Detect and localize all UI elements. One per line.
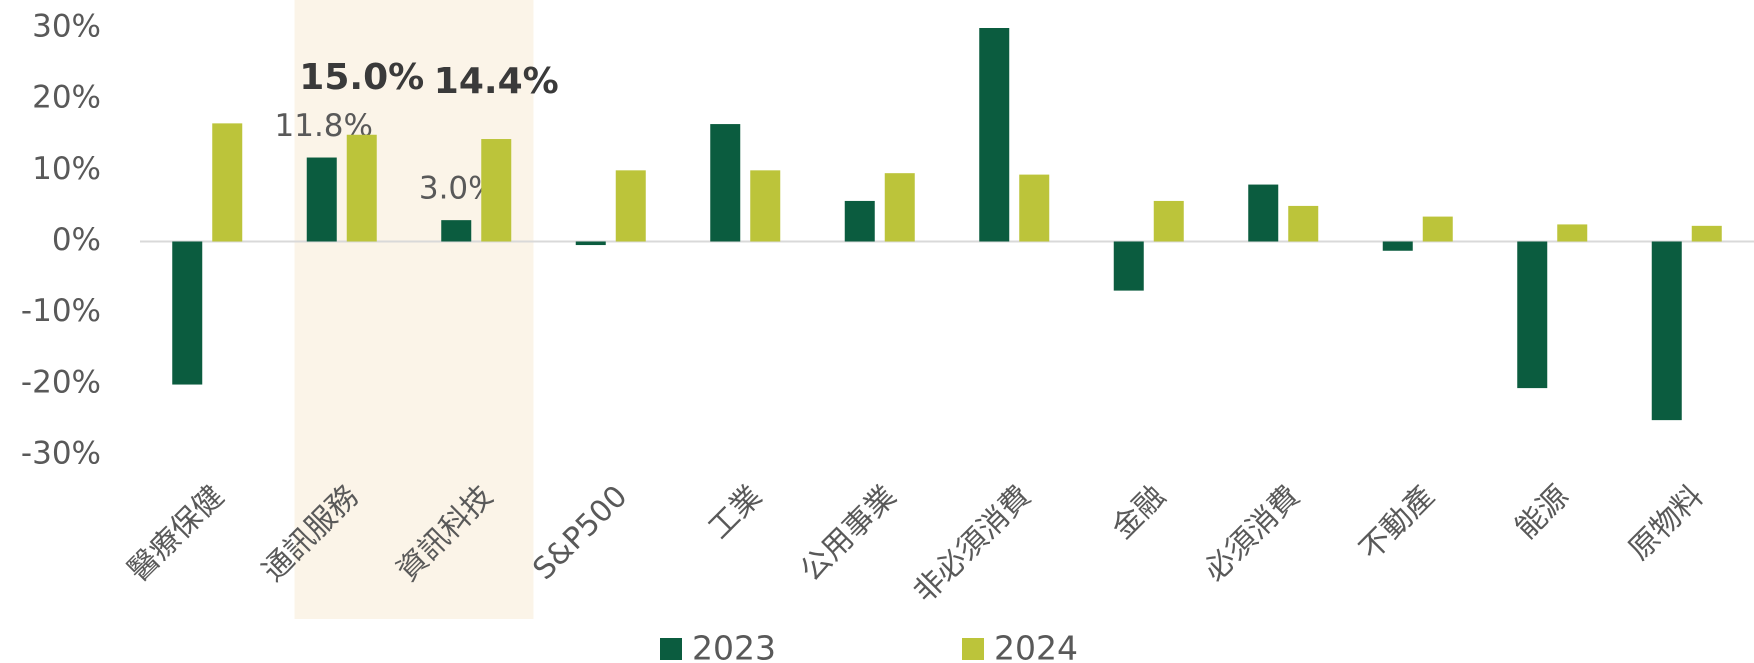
y-tick-label: -10% <box>21 293 101 329</box>
legend-label: 2023 <box>692 629 776 663</box>
bar <box>1382 241 1413 251</box>
bar <box>1113 241 1144 291</box>
bar <box>1153 200 1184 242</box>
value-label: 15.0% <box>299 57 424 98</box>
y-tick-label: -30% <box>21 436 101 472</box>
bar <box>615 170 646 242</box>
value-label: 14.4% <box>434 61 559 102</box>
x-tick-label: 不動產 <box>1353 479 1441 567</box>
bar <box>1248 184 1279 242</box>
legend-swatch <box>962 638 984 660</box>
bar <box>346 134 377 242</box>
x-tick-label: S&P500 <box>526 479 634 587</box>
y-tick-label: 0% <box>52 222 101 258</box>
bar <box>750 170 781 242</box>
bar <box>172 241 203 385</box>
bar <box>481 139 512 242</box>
y-tick-label: -20% <box>21 364 101 400</box>
x-tick-label: 必須消費 <box>1197 479 1307 589</box>
bar <box>1517 241 1548 389</box>
bar <box>1422 216 1453 242</box>
x-tick-label: 公用事業 <box>794 479 904 589</box>
highlight-band <box>294 0 534 619</box>
bar <box>1557 224 1588 242</box>
x-tick-label: 工業 <box>702 479 769 546</box>
bar <box>575 241 606 246</box>
x-tick-label: 非必須消費 <box>907 479 1038 610</box>
x-tick-label: 能源 <box>1509 479 1576 546</box>
bar <box>1691 225 1722 242</box>
legend-swatch <box>660 638 682 660</box>
x-tick-label: 醫療保健 <box>121 479 231 589</box>
bar <box>1288 205 1319 242</box>
bar <box>979 28 1010 242</box>
y-tick-label: 20% <box>32 80 101 116</box>
bar <box>1019 174 1050 242</box>
bar <box>441 220 472 242</box>
bar <box>844 200 875 242</box>
bar <box>306 157 337 242</box>
legend-label: 2024 <box>994 629 1078 663</box>
bar <box>212 123 243 242</box>
x-tick-label: 金融 <box>1105 479 1172 546</box>
bar <box>1651 241 1682 421</box>
y-tick-label: 30% <box>32 9 101 45</box>
bar <box>884 173 915 242</box>
x-tick-label: 原物料 <box>1622 479 1710 567</box>
y-tick-label: 10% <box>32 151 101 187</box>
bar <box>710 124 741 242</box>
